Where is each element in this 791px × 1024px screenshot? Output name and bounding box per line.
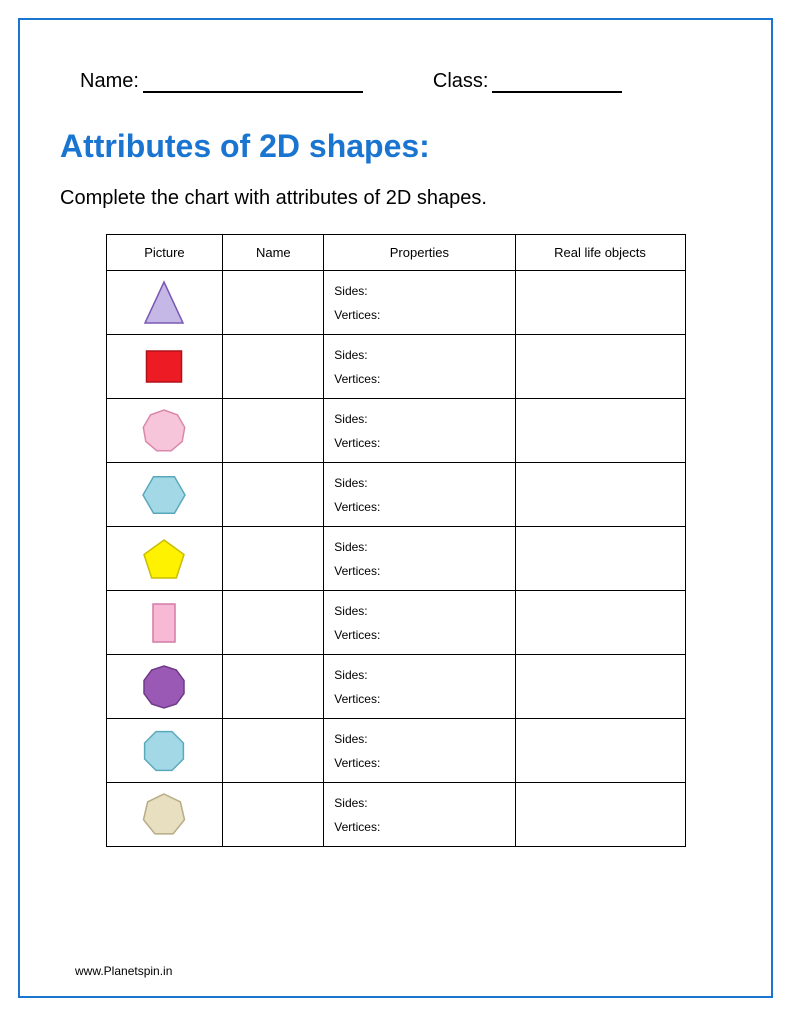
cell-picture — [106, 271, 223, 335]
cell-name-blank[interactable] — [223, 783, 324, 847]
worksheet-title: Attributes of 2D shapes: — [60, 128, 731, 165]
cell-name-blank[interactable] — [223, 271, 324, 335]
label-vertices: Vertices: — [334, 623, 504, 647]
instruction-text: Complete the chart with attributes of 2D… — [60, 187, 731, 210]
label-vertices: Vertices: — [334, 367, 504, 391]
cell-name-blank[interactable] — [223, 463, 324, 527]
cell-properties[interactable]: Sides: Vertices: — [324, 591, 515, 655]
decagon-icon — [139, 662, 189, 712]
label-sides: Sides: — [334, 407, 504, 431]
cell-name-blank[interactable] — [223, 527, 324, 591]
pentagon-icon — [139, 534, 189, 584]
table-row: Sides: Vertices: — [106, 335, 685, 399]
label-sides: Sides: — [334, 791, 504, 815]
label-vertices: Vertices: — [334, 431, 504, 455]
cell-picture — [106, 335, 223, 399]
name-field: Name: — [80, 70, 363, 93]
table-row: Sides: Vertices: — [106, 527, 685, 591]
label-vertices: Vertices: — [334, 687, 504, 711]
hexagon-icon — [139, 470, 189, 520]
table-row: Sides: Vertices: — [106, 271, 685, 335]
cell-picture — [106, 527, 223, 591]
label-vertices: Vertices: — [334, 559, 504, 583]
col-header-picture: Picture — [106, 235, 223, 271]
cell-properties[interactable]: Sides: Vertices: — [324, 655, 515, 719]
label-vertices: Vertices: — [334, 751, 504, 775]
cell-properties[interactable]: Sides: Vertices: — [324, 527, 515, 591]
label-sides: Sides: — [334, 471, 504, 495]
footer-source: www.Planetspin.in — [75, 964, 172, 978]
triangle-icon — [139, 278, 189, 328]
name-blank-line[interactable] — [143, 71, 363, 93]
cell-name-blank[interactable] — [223, 335, 324, 399]
cell-properties[interactable]: Sides: Vertices: — [324, 783, 515, 847]
cell-real-life-blank[interactable] — [515, 463, 685, 527]
label-sides: Sides: — [334, 663, 504, 687]
rectangle-icon — [139, 598, 189, 648]
cell-name-blank[interactable] — [223, 399, 324, 463]
cell-picture — [106, 783, 223, 847]
class-field: Class: — [433, 70, 623, 93]
nonagon-icon — [139, 406, 189, 456]
cell-properties[interactable]: Sides: Vertices: — [324, 335, 515, 399]
cell-properties[interactable]: Sides: Vertices: — [324, 271, 515, 335]
col-header-name: Name — [223, 235, 324, 271]
cell-properties[interactable]: Sides: Vertices: — [324, 463, 515, 527]
cell-picture — [106, 399, 223, 463]
col-header-properties: Properties — [324, 235, 515, 271]
cell-name-blank[interactable] — [223, 719, 324, 783]
cell-real-life-blank[interactable] — [515, 783, 685, 847]
cell-picture — [106, 655, 223, 719]
shapes-table: Picture Name Properties Real life object… — [106, 234, 686, 847]
cell-real-life-blank[interactable] — [515, 591, 685, 655]
label-sides: Sides: — [334, 535, 504, 559]
cell-picture — [106, 591, 223, 655]
header-fields: Name: Class: — [60, 70, 731, 93]
cell-real-life-blank[interactable] — [515, 655, 685, 719]
cell-picture — [106, 463, 223, 527]
class-label: Class: — [433, 70, 489, 92]
table-row: Sides: Vertices: — [106, 463, 685, 527]
class-blank-line[interactable] — [492, 71, 622, 93]
name-label: Name: — [80, 70, 139, 92]
cell-name-blank[interactable] — [223, 591, 324, 655]
cell-real-life-blank[interactable] — [515, 527, 685, 591]
label-sides: Sides: — [334, 343, 504, 367]
table-row: Sides: Vertices: — [106, 783, 685, 847]
cell-picture — [106, 719, 223, 783]
label-vertices: Vertices: — [334, 303, 504, 327]
table-row: Sides: Vertices: — [106, 719, 685, 783]
cell-real-life-blank[interactable] — [515, 335, 685, 399]
table-row: Sides: Vertices: — [106, 591, 685, 655]
col-header-real-life: Real life objects — [515, 235, 685, 271]
table-row: Sides: Vertices: — [106, 655, 685, 719]
cell-properties[interactable]: Sides: Vertices: — [324, 719, 515, 783]
cell-real-life-blank[interactable] — [515, 399, 685, 463]
table-row: Sides: Vertices: — [106, 399, 685, 463]
worksheet-frame: Name: Class: Attributes of 2D shapes: Co… — [18, 18, 773, 998]
octagon-icon — [139, 726, 189, 776]
label-sides: Sides: — [334, 599, 504, 623]
label-vertices: Vertices: — [334, 495, 504, 519]
heptagon-icon — [139, 790, 189, 840]
cell-real-life-blank[interactable] — [515, 271, 685, 335]
label-sides: Sides: — [334, 727, 504, 751]
square-icon — [139, 342, 189, 392]
cell-real-life-blank[interactable] — [515, 719, 685, 783]
table-header-row: Picture Name Properties Real life object… — [106, 235, 685, 271]
label-vertices: Vertices: — [334, 815, 504, 839]
cell-name-blank[interactable] — [223, 655, 324, 719]
cell-properties[interactable]: Sides: Vertices: — [324, 399, 515, 463]
label-sides: Sides: — [334, 279, 504, 303]
